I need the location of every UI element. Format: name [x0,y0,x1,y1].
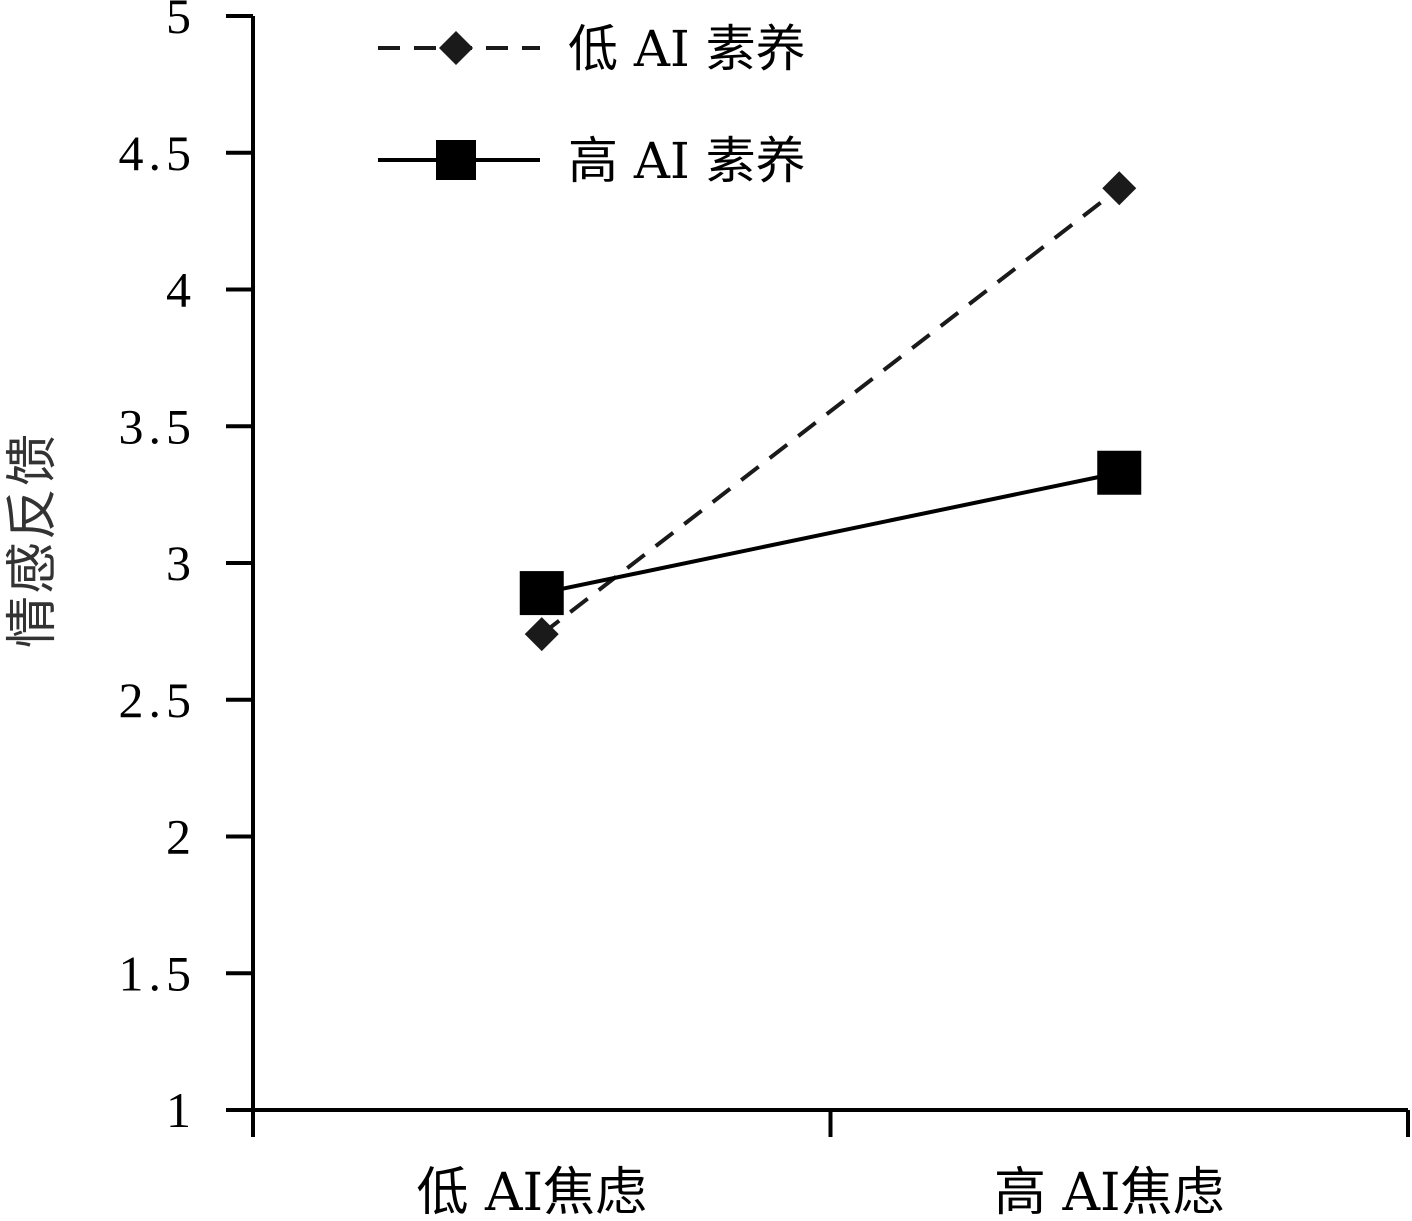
y-tick-label: 3.5 [119,398,197,454]
y-tick-label: 3 [166,535,196,591]
y-ticks: 1 1.5 2 2.5 3 3.5 4 4.5 5 [119,0,253,1138]
y-tick-label: 1.5 [119,945,197,1001]
series-2 [519,450,1142,616]
y-tick-label: 1 [166,1082,196,1138]
series-layer [519,171,1142,652]
y-tick-label: 2.5 [119,672,197,728]
legend-label: 高 AI 素养 [568,132,806,190]
legend-item-2: 高 AI 素养 [378,132,806,190]
y-axis-label: 情感反馈 [3,432,63,648]
legend: 低 AI 素养高 AI 素养 [378,20,806,190]
data-point-square [519,571,564,616]
series-line [540,186,1121,636]
y-tick-label: 2 [166,809,196,865]
x-tick-label: 高 AI焦虑 [994,1163,1225,1221]
y-tick-label: 5 [166,0,196,44]
data-point-square [1097,450,1142,495]
legend-marker-square [436,140,476,180]
x-ticks: 低 AI焦虑 高 AI焦虑 [251,1110,1410,1221]
data-point-diamond [1102,171,1137,206]
legend-label: 低 AI 素养 [568,20,806,78]
y-tick-label: 4.5 [119,125,197,181]
data-point-diamond [524,617,559,652]
series-line [541,470,1120,596]
legend-item-1: 低 AI 素养 [378,20,806,78]
x-tick-label: 低 AI焦虑 [416,1163,647,1221]
y-tick-label: 4 [166,262,196,318]
legend-marker-diamond [439,31,473,65]
series-1 [524,171,1137,652]
axes [251,16,1408,1112]
